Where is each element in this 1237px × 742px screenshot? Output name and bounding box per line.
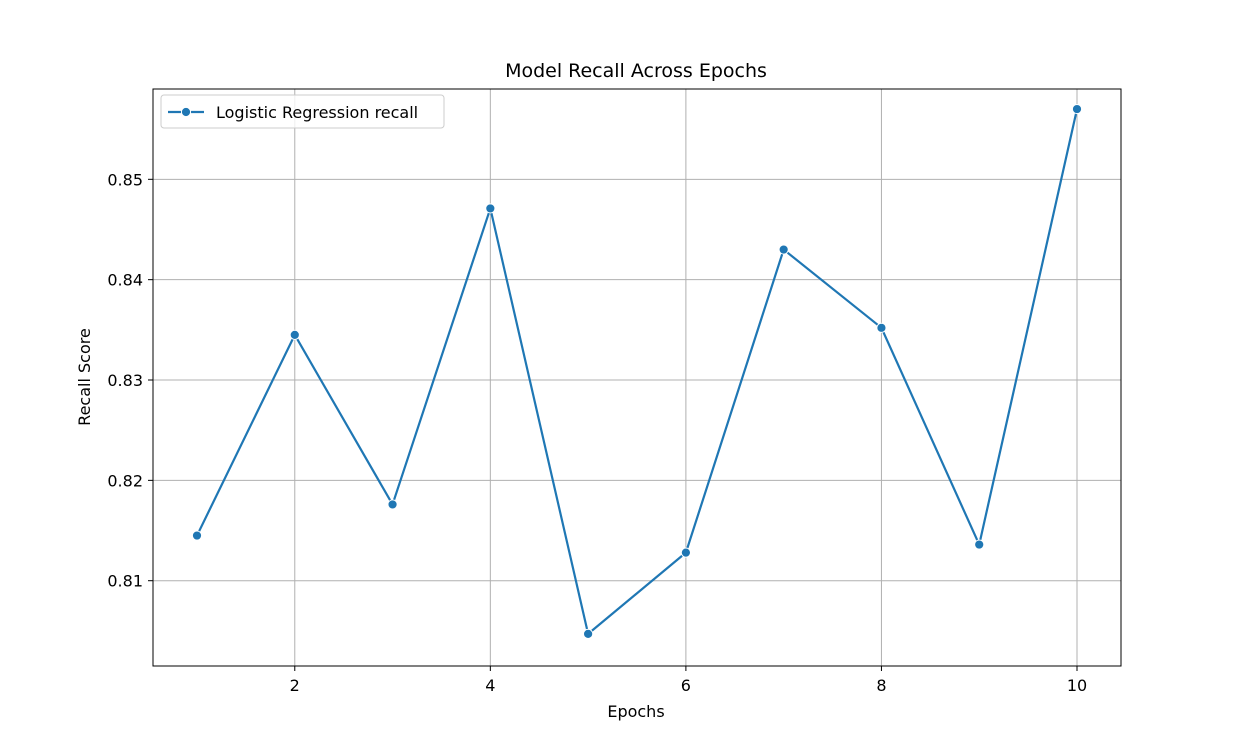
legend-frame bbox=[160, 94, 445, 129]
axis-ticks: 2 4 6 8 10 0.81 0.82 0.83 0.84 0.85 bbox=[107, 170, 1087, 695]
data-point bbox=[191, 530, 203, 541]
data-point bbox=[387, 499, 398, 510]
y-axis-label: Recall Score bbox=[75, 328, 94, 426]
y-tick-label: 0.84 bbox=[107, 271, 143, 290]
y-tick-label: 0.81 bbox=[107, 572, 143, 591]
y-tick-label: 0.85 bbox=[107, 170, 143, 189]
data-point bbox=[778, 244, 789, 255]
data-point bbox=[1071, 103, 1083, 115]
x-tick-label: 8 bbox=[876, 676, 886, 695]
legend-marker-icon bbox=[180, 106, 192, 118]
chart-title: Model Recall Across Epochs bbox=[505, 60, 767, 82]
x-tick-label: 2 bbox=[290, 676, 300, 695]
y-tick-label: 0.82 bbox=[107, 471, 143, 490]
x-axis-label: Epochs bbox=[607, 702, 664, 721]
plot-area bbox=[152, 88, 1122, 667]
data-point bbox=[485, 203, 496, 214]
x-tick-label: 6 bbox=[681, 676, 691, 695]
data-point bbox=[876, 322, 887, 333]
data-point bbox=[974, 539, 985, 550]
series-line bbox=[196, 108, 1079, 635]
legend-label: Logistic Regression recall bbox=[216, 103, 418, 122]
grid-lines bbox=[153, 89, 1121, 666]
legend: Logistic Regression recall bbox=[160, 94, 445, 129]
data-point bbox=[583, 628, 594, 639]
data-point bbox=[289, 329, 300, 340]
data-point bbox=[680, 547, 691, 558]
x-tick-label: 4 bbox=[485, 676, 495, 695]
series-layer bbox=[191, 103, 1083, 639]
x-tick-label: 10 bbox=[1067, 676, 1087, 695]
y-tick-label: 0.83 bbox=[107, 371, 143, 390]
